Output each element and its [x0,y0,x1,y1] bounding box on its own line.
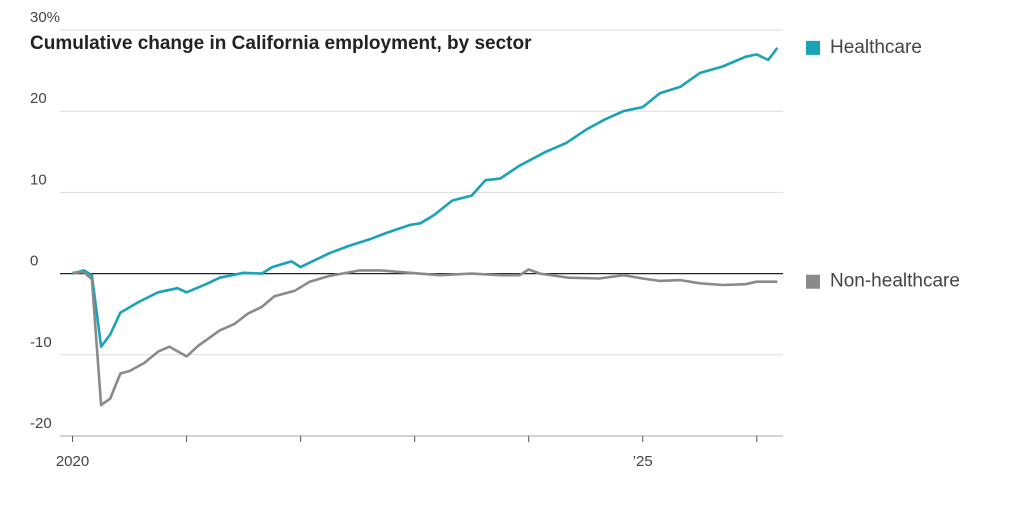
series-line [72,47,779,348]
legend-label: Non-healthcare [830,271,960,292]
y-tick-label: 30% [30,9,60,26]
x-tick-label: ’25 [633,453,653,470]
y-tick-label: 20 [30,90,47,107]
y-tick-label: -20 [30,415,52,432]
y-tick-label: -10 [30,334,52,351]
legend-swatch [806,40,820,55]
chart-title: Cumulative change in California employme… [30,33,532,54]
y-tick-label: 0 [30,253,38,270]
x-tick-label: 2020 [56,453,89,470]
series-line [72,268,778,407]
legend-swatch [806,274,820,289]
legend-label: Healthcare [830,37,922,58]
y-tick-label: 10 [30,171,47,188]
